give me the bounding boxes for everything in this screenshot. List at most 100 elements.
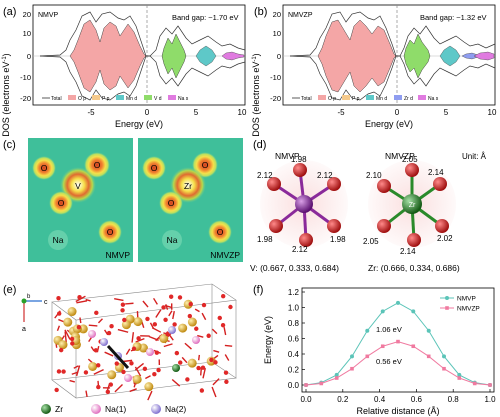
data-point-nmvp bbox=[442, 354, 446, 359]
y-tick-label: 0.0 bbox=[288, 381, 300, 390]
panel-c-right-atoms bbox=[142, 152, 232, 250]
atom-label: O bbox=[94, 160, 101, 170]
zr-oxygens bbox=[377, 163, 449, 247]
axis-b-label: b bbox=[27, 294, 31, 300]
atom-label: O bbox=[151, 163, 158, 173]
panel-a-xtick: 5 bbox=[194, 108, 199, 117]
panel-b-xtick: 0 bbox=[395, 108, 400, 117]
oxygen-atom bbox=[213, 360, 218, 365]
oxygen-atom bbox=[172, 322, 177, 327]
bond-length: 2.12 bbox=[257, 171, 273, 180]
legend-mnd-swatch bbox=[116, 95, 124, 100]
panel-a-ytick: 20 bbox=[23, 10, 31, 19]
bond-stick bbox=[85, 390, 88, 398]
oxygen-atom bbox=[174, 350, 180, 356]
bond-stick bbox=[64, 329, 71, 340]
na1-legend-label: Na(1) bbox=[105, 404, 126, 414]
na1-legend-marker bbox=[91, 404, 101, 414]
bond-length: 1.98 bbox=[330, 235, 346, 244]
panel-c-left-labels: V O O O O Na bbox=[41, 160, 114, 245]
legend-marker bbox=[445, 306, 449, 310]
legend-mnd: Mn d bbox=[376, 96, 387, 102]
o-glow bbox=[84, 152, 110, 178]
bond-stick bbox=[125, 348, 131, 355]
unit-cell bbox=[51, 283, 237, 399]
panel-a-xlabel: Energy (eV) bbox=[115, 119, 163, 129]
zr-legend-label: Zr bbox=[55, 404, 63, 414]
bond-stick bbox=[85, 298, 91, 302]
oxygen-atom bbox=[163, 317, 168, 323]
panel-a-ytick: -10 bbox=[20, 73, 31, 82]
panel-b: (b) DOS (electrons eV-1) NMVZP Band gap:… bbox=[251, 4, 497, 137]
data-point-nmvp bbox=[457, 372, 462, 377]
oxygen-atom bbox=[433, 177, 447, 191]
oxygen-atom bbox=[220, 322, 226, 328]
oxygen-atom bbox=[69, 336, 75, 342]
o-glow bbox=[142, 156, 166, 180]
oxygen-atom bbox=[122, 317, 127, 323]
bond-stick bbox=[129, 388, 137, 393]
oxygen-atom bbox=[54, 387, 59, 393]
panel-b-vd-fill bbox=[403, 33, 431, 79]
phosphorus-atom bbox=[88, 361, 98, 371]
zr-atom bbox=[172, 364, 180, 372]
oxygen-atom bbox=[70, 341, 75, 346]
oxygen-atom bbox=[56, 369, 62, 374]
legend-pp-swatch bbox=[92, 95, 100, 100]
oxygen-atom bbox=[220, 293, 226, 299]
bond-stick bbox=[142, 300, 149, 308]
oxygen-atom bbox=[93, 348, 99, 353]
bond-length: 1.98 bbox=[257, 235, 273, 244]
phosphorus-atom bbox=[107, 370, 117, 380]
panel-d-left-title: NMVP bbox=[275, 151, 300, 161]
x-tick-label: 0.0 bbox=[300, 395, 312, 404]
bond-stick bbox=[69, 379, 75, 383]
oxygen-atom bbox=[161, 305, 166, 310]
bond-stick bbox=[211, 386, 217, 398]
panel-b-bandgap: Band gap: ~1.32 eV bbox=[420, 13, 487, 22]
legend-pp-swatch bbox=[342, 95, 350, 100]
panel-b-xlabel: Energy (eV) bbox=[365, 119, 413, 129]
legend-nas-swatch bbox=[168, 95, 176, 100]
panel-f-ticks: 0.0 0.2 0.4 0.6 0.8 1.0 0.0 0.2 0.4 0.6 0.8 1.0 1.2 bbox=[288, 288, 496, 404]
bond-stick bbox=[149, 322, 155, 329]
y-tick-label: 0.6 bbox=[288, 335, 300, 344]
zirconium-atom bbox=[402, 194, 422, 214]
legend-pp: P p bbox=[102, 96, 110, 102]
panel-f: (f) 0.0 0.2 0.4 0.6 0.8 1.0 0.0 0.2 0.4 0.6 0.8 1.0… bbox=[253, 284, 496, 416]
panel-b-total-line-down bbox=[289, 55, 496, 101]
atom-label: O bbox=[41, 163, 48, 173]
atom-label: Na bbox=[53, 235, 64, 245]
bond-stick bbox=[76, 300, 88, 304]
bond-stick bbox=[148, 335, 159, 341]
oxygen-atom bbox=[188, 301, 193, 307]
panel-f-series bbox=[304, 300, 492, 387]
bond-stick bbox=[97, 318, 103, 324]
data-point-nmvzp bbox=[304, 383, 308, 387]
x-tick-label: 0.6 bbox=[411, 395, 423, 404]
oxygen-atom bbox=[217, 315, 222, 321]
panel-e-legend: Zr Na(1) Na(2) bbox=[41, 404, 186, 414]
oxygen-atom bbox=[165, 331, 170, 337]
x-tick-label: 0.4 bbox=[374, 395, 386, 404]
legend-op-swatch bbox=[318, 95, 326, 100]
bond-stick bbox=[213, 349, 220, 353]
panel-b-xtick: 5 bbox=[444, 108, 449, 117]
atom-label: Na bbox=[167, 235, 178, 245]
o-glow bbox=[98, 220, 122, 244]
bond-length: 2.02 bbox=[437, 234, 453, 243]
x-tick-label: 0.8 bbox=[448, 395, 460, 404]
bond-length: 2.05 bbox=[363, 237, 379, 246]
bond-length: 2.14 bbox=[428, 168, 444, 177]
phosphorus-atom bbox=[187, 358, 197, 368]
legend-total: Total bbox=[301, 96, 312, 102]
bond-stick bbox=[163, 343, 173, 348]
svg-text:DOS (electrons eV-1): DOS (electrons eV-1) bbox=[251, 53, 261, 136]
data-point-nmvzp bbox=[442, 366, 446, 371]
y-tick-label: 0.2 bbox=[288, 366, 300, 375]
data-point-nmvp bbox=[380, 309, 385, 314]
oxygen-atom bbox=[327, 177, 341, 191]
v-oxygens bbox=[267, 163, 341, 247]
oxygen-atom bbox=[435, 219, 449, 233]
na2-legend-marker bbox=[151, 404, 161, 414]
